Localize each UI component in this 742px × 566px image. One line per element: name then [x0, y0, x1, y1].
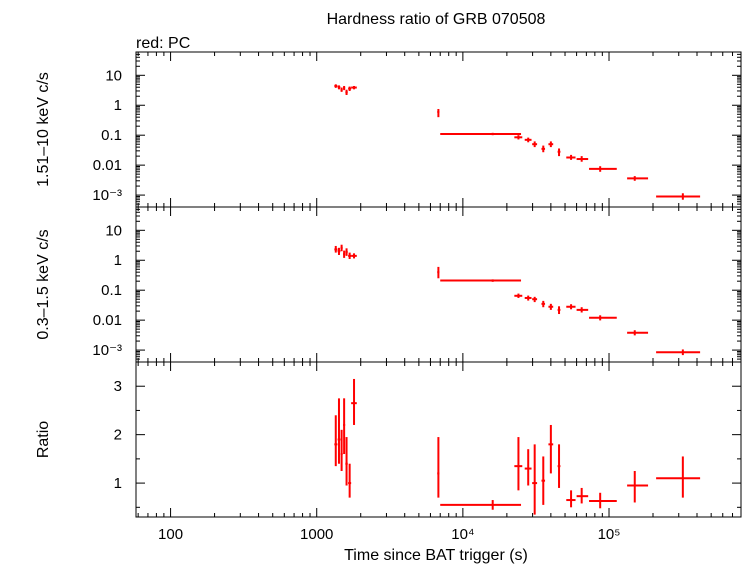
data-point — [656, 349, 701, 356]
data-point — [334, 84, 338, 88]
y-axis-label: 1.51–10 keV c/s — [35, 72, 52, 187]
y-axis-label: Ratio — [35, 421, 52, 458]
y-tick-label: 3 — [114, 378, 122, 395]
data-point — [340, 244, 343, 252]
data-point — [576, 307, 589, 313]
y-axis-label: 0.3–1.5 keV c/s — [35, 229, 52, 339]
data-point — [532, 444, 538, 515]
data-point — [656, 193, 701, 200]
y-tick-label: 10⁻³ — [92, 342, 122, 359]
y-tick-label: 2 — [114, 427, 122, 444]
data-point — [345, 89, 348, 95]
y-tick-label: 1 — [114, 97, 122, 114]
data-point — [343, 250, 346, 258]
data-point — [532, 141, 538, 148]
data-point — [437, 266, 440, 279]
data-point — [337, 85, 341, 90]
data-point — [351, 378, 357, 425]
data-point — [589, 166, 617, 172]
data-point — [548, 141, 554, 148]
data-point — [566, 304, 576, 310]
data-point — [557, 306, 561, 315]
data-point — [343, 398, 346, 455]
data-point — [524, 295, 532, 301]
data-point — [337, 247, 341, 255]
data-point — [345, 248, 348, 256]
y-tick-label: 0.01 — [93, 312, 122, 329]
data-point — [627, 330, 649, 336]
x-tick-label: 100 — [158, 526, 183, 543]
data-point — [343, 85, 346, 91]
data-point — [440, 279, 522, 282]
data-point — [524, 449, 532, 486]
data-point — [524, 137, 532, 143]
y-tick-label: 0.01 — [93, 157, 122, 174]
data-point — [566, 490, 576, 508]
x-tick-label: 10⁵ — [598, 526, 621, 543]
data-point — [440, 500, 522, 510]
chart-title: Hardness ratio of GRB 070508 — [327, 11, 546, 28]
y-tick-label: 10 — [105, 67, 122, 84]
data-point — [348, 86, 352, 91]
data-point — [437, 108, 440, 118]
data-point — [627, 176, 649, 181]
data-point — [548, 303, 554, 310]
data-point — [566, 154, 576, 160]
data-point — [557, 444, 561, 488]
data-point — [337, 398, 341, 464]
data-point — [589, 315, 617, 321]
data-point — [576, 156, 589, 162]
x-tick-label: 10⁴ — [451, 526, 474, 543]
data-point — [351, 85, 357, 90]
data-point — [514, 135, 523, 140]
data-point — [576, 487, 589, 504]
chart-subtitle: red: PC — [136, 35, 190, 52]
x-tick-label: 1000 — [300, 526, 333, 543]
panel-3: 3 2 1 Ratio 100 1000 10⁴ 10⁵ — [35, 361, 742, 543]
panel-1: 10 1 0.1 0.01 10⁻³ 1.51–10 keV c/s — [35, 51, 742, 208]
y-tick-label: 0.1 — [101, 127, 122, 144]
data-point — [514, 293, 523, 298]
x-axis-label: Time since BAT trigger (s) — [344, 547, 528, 564]
y-tick-label: 0.1 — [101, 282, 122, 299]
data-point — [437, 437, 440, 498]
data-point — [514, 437, 523, 491]
y-tick-label: 1 — [114, 252, 122, 269]
data-point — [541, 456, 546, 505]
data-point — [532, 296, 538, 303]
panel-2: 10 1 0.1 0.01 10⁻³ 0.3–1.5 keV c/s — [35, 206, 742, 363]
data-point — [334, 415, 338, 467]
data-point — [541, 145, 546, 153]
data-point — [548, 424, 554, 474]
data-point — [351, 253, 357, 259]
y-tick-label: 10⁻³ — [92, 187, 122, 204]
data-point — [340, 429, 343, 471]
data-point — [541, 300, 546, 308]
data-point — [557, 148, 561, 157]
data-point — [589, 492, 617, 509]
data-point — [345, 437, 348, 486]
data-point — [334, 245, 338, 253]
data-point — [348, 252, 352, 260]
data-point — [627, 470, 649, 503]
data-point — [656, 456, 701, 498]
data-point — [440, 132, 522, 136]
data-point — [340, 87, 343, 92]
panel-frame — [135, 206, 742, 363]
panel-frame — [135, 51, 742, 208]
panel-frame — [135, 361, 742, 518]
y-tick-label: 1 — [114, 475, 122, 492]
data-point — [348, 463, 352, 498]
y-tick-label: 10 — [105, 222, 122, 239]
